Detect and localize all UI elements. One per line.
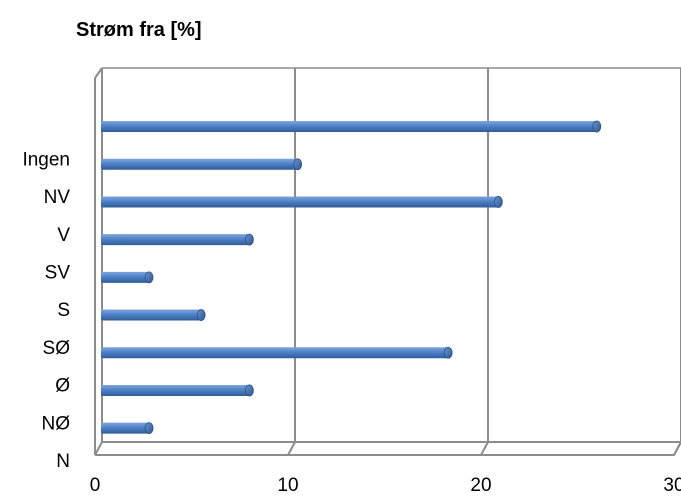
bar-body xyxy=(101,234,250,246)
x-tick-label: 10 xyxy=(277,475,298,496)
bar-body xyxy=(101,271,150,283)
bar-end-cap xyxy=(493,196,503,208)
bar-end-cap xyxy=(244,384,254,397)
bar-end-cap xyxy=(244,233,254,246)
bar xyxy=(101,271,154,284)
bar-body xyxy=(101,347,449,359)
bar-end-cap xyxy=(293,158,303,171)
x-tick-label: 0 xyxy=(90,475,101,496)
bar-end-cap xyxy=(592,120,602,133)
category-label: Ø xyxy=(55,376,70,397)
category-label: N xyxy=(56,451,70,472)
bar-body xyxy=(101,196,499,208)
x-tick-labels: 0 10 20 30 xyxy=(90,475,681,496)
category-label: SØ xyxy=(43,338,71,359)
bar-end-cap xyxy=(443,346,453,359)
bars-group xyxy=(101,120,602,435)
bar xyxy=(101,158,303,171)
bar xyxy=(101,309,206,321)
bar-end-cap xyxy=(196,309,206,321)
bar xyxy=(101,120,602,133)
category-labels: N NØ Ø SØ S SV V NV Ingen xyxy=(22,149,70,472)
bar xyxy=(101,233,254,246)
category-label: NV xyxy=(44,187,71,208)
category-label: NØ xyxy=(42,413,71,434)
bar-body xyxy=(101,384,250,396)
bar-end-cap xyxy=(144,271,154,284)
x-tick-label: 30 xyxy=(663,475,681,496)
floor-plane xyxy=(94,441,681,456)
floor-tick-30 xyxy=(673,441,681,456)
top-depth-edge xyxy=(94,67,103,79)
bar xyxy=(101,196,503,208)
bar xyxy=(101,384,254,397)
bar-body xyxy=(101,158,298,170)
category-label: V xyxy=(57,225,70,246)
bar-body xyxy=(101,121,597,133)
x-tick-label: 20 xyxy=(470,475,491,496)
category-label: SV xyxy=(45,263,71,284)
category-label: S xyxy=(57,300,70,321)
bar-body xyxy=(101,422,150,434)
floor-tick-10 xyxy=(287,441,296,456)
bar xyxy=(101,346,453,359)
floor-tick-20 xyxy=(480,441,489,456)
bar xyxy=(101,422,154,435)
bar-body xyxy=(101,309,202,321)
category-label: Ingen xyxy=(22,149,70,170)
bar-end-cap xyxy=(144,422,154,435)
chart-title: Strøm fra [%] xyxy=(76,19,202,41)
